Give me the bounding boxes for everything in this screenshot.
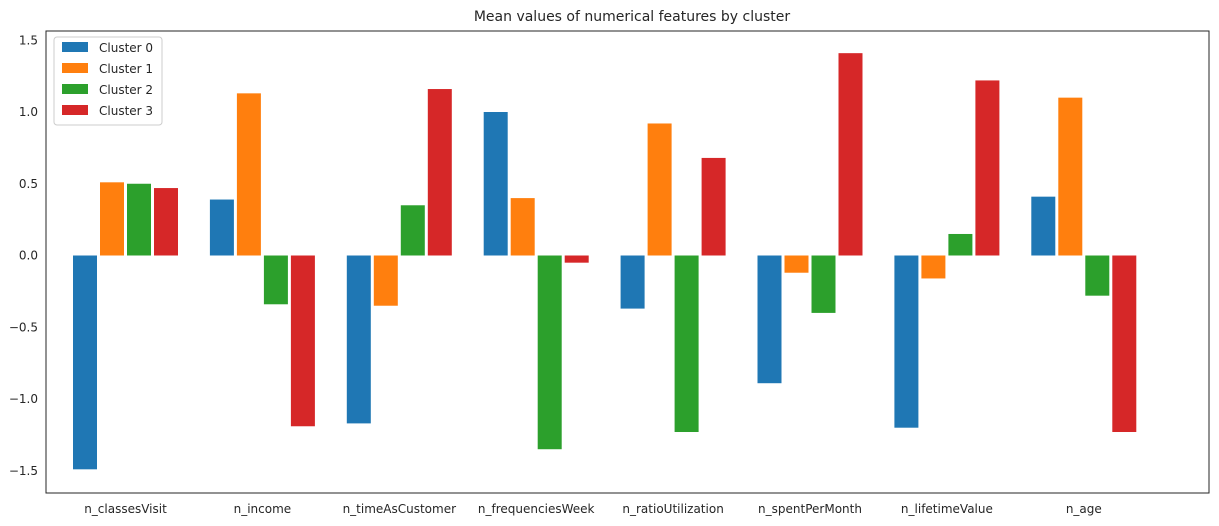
bar-cluster-0-n_timeAsCustomer — [346, 255, 371, 424]
bar-cluster-3-n_timeAsCustomer — [427, 89, 452, 256]
bars-group — [73, 53, 1137, 470]
bar-cluster-2-n_spentPerMonth — [811, 255, 836, 313]
bar-cluster-3-n_frequenciesWeek — [564, 255, 589, 263]
bar-cluster-1-n_timeAsCustomer — [373, 255, 398, 306]
chart-title: Mean values of numerical features by clu… — [474, 9, 791, 25]
bar-cluster-3-n_income — [290, 255, 315, 427]
legend-label: Cluster 0 — [99, 41, 153, 55]
x-tick-label: n_age — [1066, 502, 1102, 516]
bar-cluster-2-n_age — [1085, 255, 1110, 296]
bar-cluster-0-n_classesVisit — [73, 255, 97, 470]
legend-swatch — [62, 63, 88, 73]
legend-box — [53, 36, 163, 126]
legend-label: Cluster 3 — [99, 104, 153, 118]
bar-cluster-3-n_age — [1112, 255, 1137, 433]
bar-cluster-1-n_spentPerMonth — [784, 255, 809, 273]
bar-cluster-2-n_frequenciesWeek — [537, 255, 562, 450]
bar-cluster-2-n_timeAsCustomer — [400, 205, 425, 256]
bar-cluster-0-n_spentPerMonth — [757, 255, 782, 384]
legend-label: Cluster 1 — [99, 62, 153, 76]
bar-cluster-1-n_classesVisit — [100, 182, 124, 256]
y-tick-label: 1.5 — [19, 33, 38, 47]
bar-cluster-1-n_ratioUtilization — [647, 123, 672, 256]
bar-cluster-0-n_lifetimeValue — [894, 255, 919, 428]
bar-cluster-0-n_frequenciesWeek — [483, 112, 508, 256]
legend-swatch — [62, 105, 88, 115]
x-axis: n_classesVisit n_income n_timeAsCustomer n_… — [84, 502, 1102, 516]
bar-cluster-3-n_classesVisit — [154, 188, 178, 256]
y-tick-label: −1.0 — [9, 392, 38, 406]
y-tick-label: 0.0 — [19, 249, 38, 263]
x-tick-label: n_classesVisit — [84, 502, 167, 516]
x-tick-label: n_income — [234, 502, 292, 516]
bar-cluster-0-n_income — [209, 199, 234, 256]
legend-swatch — [62, 84, 88, 94]
bar-cluster-2-n_income — [263, 255, 288, 305]
x-tick-label: n_lifetimeValue — [901, 502, 993, 516]
bar-cluster-1-n_income — [236, 93, 261, 256]
y-tick-label: 1.0 — [19, 105, 38, 119]
bar-cluster-1-n_frequenciesWeek — [510, 198, 535, 256]
legend: Cluster 0 Cluster 1 Cluster 2 Cluster 3 — [53, 36, 163, 126]
y-tick-label: −0.5 — [9, 320, 38, 334]
y-tick-label: −1.5 — [9, 464, 38, 478]
x-tick-label: n_frequenciesWeek — [478, 502, 595, 516]
bar-cluster-3-n_lifetimeValue — [975, 80, 1000, 256]
bar-cluster-1-n_lifetimeValue — [921, 255, 946, 279]
x-tick-label: n_ratioUtilization — [622, 502, 723, 516]
bar-cluster-0-n_ratioUtilization — [620, 255, 645, 309]
bar-cluster-3-n_ratioUtilization — [701, 157, 726, 256]
x-tick-label: n_timeAsCustomer — [343, 502, 457, 516]
bar-cluster-1-n_age — [1058, 97, 1083, 256]
bar-cluster-0-n_age — [1031, 196, 1056, 256]
bar-cluster-2-n_lifetimeValue — [948, 233, 973, 256]
y-axis: −1.5 −1.0 −0.5 0.0 0.5 1.0 1.5 — [9, 33, 38, 478]
y-tick-label: 0.5 — [19, 177, 38, 191]
bar-cluster-2-n_classesVisit — [127, 183, 151, 256]
legend-label: Cluster 2 — [99, 83, 153, 97]
bar-cluster-2-n_ratioUtilization — [674, 255, 699, 433]
bar-cluster-3-n_spentPerMonth — [838, 53, 863, 256]
legend-swatch — [62, 42, 88, 52]
x-tick-label: n_spentPerMonth — [758, 502, 862, 516]
plot-frame — [45, 30, 1210, 494]
